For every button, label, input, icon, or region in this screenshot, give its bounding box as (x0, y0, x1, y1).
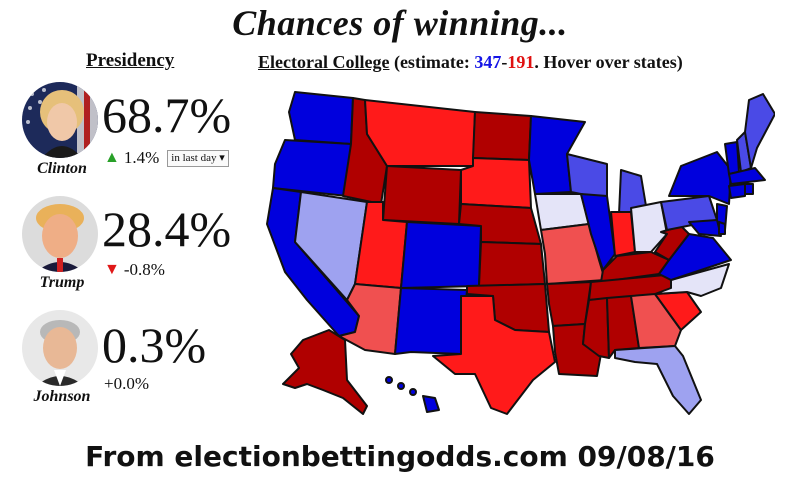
johnson-avatar (22, 310, 98, 386)
electoral-college-heading: Electoral College (estimate: 347-191. Ho… (258, 52, 683, 73)
state-maryland[interactable] (688, 219, 722, 237)
trump-avatar (22, 196, 98, 272)
state-georgia[interactable] (630, 293, 682, 349)
state-washington[interactable] (288, 91, 354, 145)
state-montana[interactable] (364, 99, 476, 167)
state-new-york[interactable] (668, 151, 732, 205)
state-texas[interactable] (432, 295, 556, 415)
electoral-map (266, 91, 775, 415)
state-wyoming[interactable] (382, 165, 462, 225)
state-massachusetts[interactable] (728, 167, 766, 185)
johnson-name: Johnson (33, 388, 91, 405)
trump-change-value: -0.8% (123, 260, 165, 279)
state-south-dakota[interactable] (460, 157, 532, 209)
trump-name: Trump (39, 274, 85, 291)
estimate-dash: - (501, 52, 508, 72)
state-hawaii[interactable] (385, 376, 440, 413)
state-colorado[interactable] (400, 221, 482, 289)
state-rhode-island[interactable] (744, 183, 754, 195)
down-arrow-icon: ▼ (104, 261, 120, 278)
candidate-clinton: Clinton 68.7% ▲ 1.4% in last day ▾ (0, 82, 260, 192)
clinton-percent: 68.7% (102, 87, 232, 143)
clinton-change-value: 1.4% (123, 148, 160, 167)
trump-percent: 28.4% (102, 201, 232, 257)
electoral-college-label: Electoral College (258, 52, 390, 72)
state-ohio[interactable] (630, 201, 668, 253)
clinton-avatar (22, 82, 98, 158)
clinton-name: Clinton (37, 160, 87, 177)
johnson-percent: 0.3% (102, 317, 207, 373)
johnson-change: +0.0% (104, 374, 149, 394)
state-florida[interactable] (614, 345, 702, 415)
page-title: Chances of winning... (232, 3, 568, 43)
estimate-prefix: (estimate: (389, 52, 475, 72)
clinton-change: ▲ 1.4% in last day ▾ (104, 148, 229, 168)
up-arrow-icon: ▲ (104, 149, 120, 166)
state-kansas[interactable] (478, 241, 546, 287)
period-select[interactable]: in last day ▾ (167, 149, 229, 167)
state-connecticut[interactable] (728, 183, 746, 199)
state-north-dakota[interactable] (472, 111, 532, 161)
chevron-down-icon: ▾ (219, 151, 225, 164)
state-alaska[interactable] (282, 329, 368, 415)
candidate-trump: Trump 28.4% ▼ -0.8% (0, 196, 260, 306)
candidate-johnson: Johnson 0.3% +0.0% (0, 310, 260, 420)
state-north-carolina[interactable] (654, 263, 730, 297)
presidency-heading: Presidency (86, 50, 175, 71)
state-arkansas[interactable] (546, 281, 592, 327)
trump-change: ▼ -0.8% (104, 260, 165, 280)
source-footer: From electionbettingodds.com 09/08/16 (85, 440, 715, 473)
dem-electoral-votes: 347 (474, 52, 502, 72)
state-wisconsin[interactable] (566, 153, 608, 201)
state-illinois[interactable] (580, 193, 616, 271)
state-oregon[interactable] (272, 139, 352, 197)
estimate-suffix: . Hover over states) (534, 52, 683, 72)
rep-electoral-votes: 191 (507, 52, 535, 72)
period-select-value: in last day (171, 151, 217, 164)
state-maine[interactable] (744, 93, 775, 169)
state-delaware[interactable] (718, 221, 726, 235)
johnson-change-value: +0.0% (104, 374, 149, 393)
state-new-mexico[interactable] (394, 287, 468, 355)
